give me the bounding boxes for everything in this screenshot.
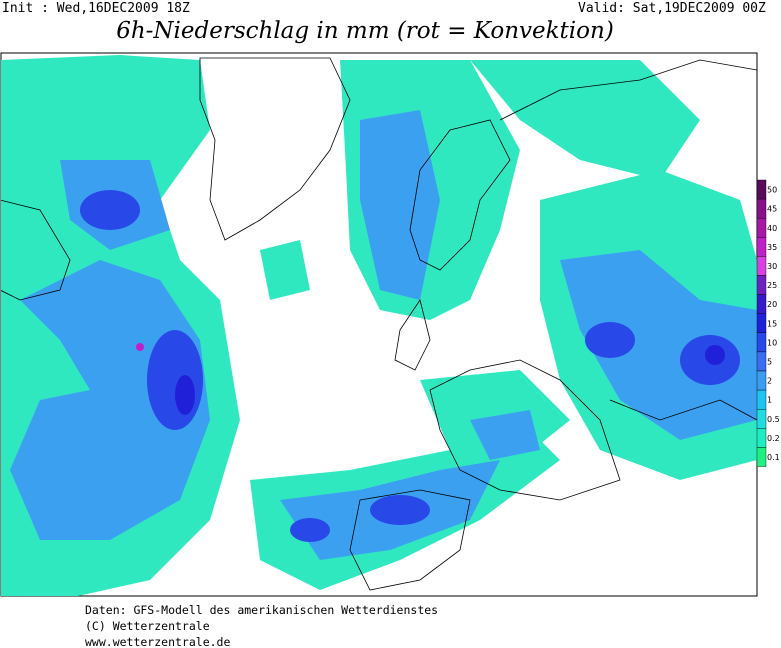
scale-label: 2	[767, 377, 772, 386]
scale-label: 40	[767, 224, 777, 233]
valid-time: Valid: Sat,19DEC2009 00Z	[578, 1, 766, 16]
scale-label: 5	[767, 357, 772, 366]
scale-label: 1	[767, 396, 772, 405]
scale-label: 20	[767, 300, 777, 309]
scale-cell	[756, 179, 767, 200]
scale-cell	[756, 447, 767, 467]
scale-label: 50	[767, 186, 777, 195]
scale-cell	[756, 237, 767, 257]
scale-label: 15	[767, 319, 777, 328]
scale-label: 30	[767, 262, 777, 271]
scale-cell	[756, 294, 767, 314]
scale-label: 0.2	[767, 434, 780, 443]
scale-cell	[756, 256, 767, 276]
scale-label: 0.1	[767, 453, 780, 462]
footer-copyright: (C) Wetterzentrale	[85, 619, 210, 633]
scale-label: 35	[767, 243, 777, 252]
scale-cell	[756, 332, 767, 353]
scale-label: 0.5	[767, 415, 780, 424]
scale-cell	[756, 389, 767, 410]
scale-cell	[756, 217, 767, 238]
scale-cell	[756, 351, 767, 372]
scale-cell	[756, 428, 767, 448]
color-scale: 50 45 40 35 30 25 20 15 10 5 2 1 0.5 0.2 0.1	[756, 179, 780, 467]
footer-source: Daten: GFS-Modell des amerikanischen Wet…	[85, 603, 438, 617]
scale-label: 45	[767, 205, 777, 214]
scale-cell	[756, 370, 767, 391]
scale-cell	[756, 275, 767, 295]
scale-cell	[756, 198, 767, 219]
map-title: 6h-Niederschlag in mm (rot = Konvektion)	[116, 18, 614, 44]
scale-label: 25	[767, 281, 777, 290]
init-time: Init : Wed,16DEC2009 18Z	[2, 1, 190, 16]
scale-cell	[756, 313, 767, 334]
footer-url: www.wetterzentrale.de	[85, 635, 230, 648]
map	[0, 52, 758, 597]
scale-label: 10	[767, 338, 777, 347]
scale-cell	[756, 409, 767, 429]
